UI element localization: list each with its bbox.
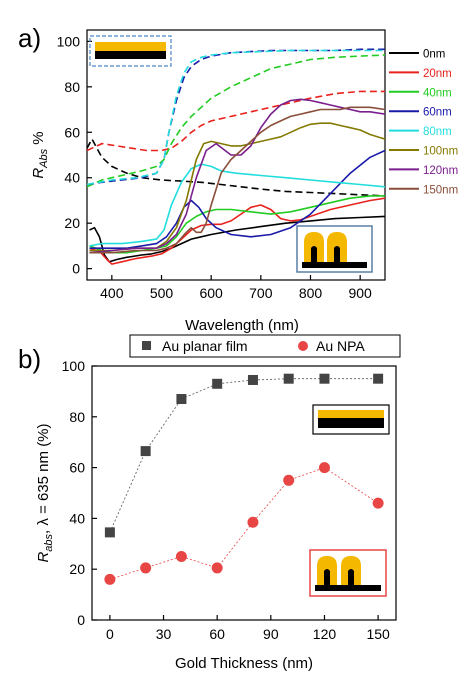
legend-label-60nm: 60nm — [423, 107, 452, 119]
y-tick-label: 60 — [64, 124, 80, 140]
panel-a-chart: 0 20 40 60 80 100 400 500 600 700 800 900 Wavelength… — [30, 29, 458, 334]
panel-b-chart: 0 20 40 60 80 100 0 30 60 90 120 150 Gold Thickness … — [35, 334, 401, 672]
series-connector-planar — [109, 378, 379, 533]
inset-npa-core-left — [311, 246, 317, 262]
plot-frame — [91, 365, 397, 621]
x-axis-title: Gold Thickness (nm) — [175, 655, 313, 672]
x-tick-label: 600 — [199, 285, 223, 301]
y-axis-title: RAbs % — [30, 131, 50, 178]
y-tick-label: 60 — [69, 460, 85, 476]
point-planar — [176, 394, 187, 405]
y-tick-label: 0 — [77, 612, 85, 628]
y-tick-label: 80 — [69, 409, 85, 425]
y-tick-label: 80 — [64, 79, 80, 95]
legend-marker-npa — [298, 341, 308, 351]
point-planar — [212, 378, 223, 389]
series-60nm-solid — [89, 149, 385, 249]
y-tick-label: 100 — [62, 358, 86, 374]
inset-npa-core-right — [334, 246, 340, 262]
point-planar — [247, 374, 258, 385]
legend-label-80nm: 80nm — [423, 126, 452, 138]
inset-npa-substrate — [315, 585, 381, 591]
inset-planar-gold-layer — [318, 410, 384, 418]
point-planar — [104, 527, 115, 538]
series-150nm-solid — [89, 106, 385, 254]
series-20nm-solid — [89, 197, 385, 265]
legend-label-100nm: 100nm — [423, 146, 458, 158]
x-tick-label: 800 — [299, 285, 323, 301]
point-planar — [283, 373, 294, 384]
legend-label-planar: Au planar film — [162, 338, 248, 354]
series-40nm-dash — [87, 54, 385, 188]
series-80nm-dash — [87, 49, 385, 186]
inset-npa-substrate — [302, 262, 367, 268]
series-20nm-dash — [87, 90, 385, 152]
y-axis-title: Rabs, λ = 635 nm (%) — [35, 423, 55, 562]
inset-npa-core-right — [348, 569, 354, 585]
point-planar — [140, 446, 151, 457]
y-tick-label: 20 — [64, 215, 80, 231]
x-tick-label: 90 — [263, 626, 279, 642]
series-60nm-dash — [87, 48, 385, 186]
x-axis-title: Wavelength (nm) — [185, 317, 299, 334]
x-tick-label: 60 — [209, 626, 225, 642]
point-npa — [372, 497, 384, 509]
series-100nm-solid — [89, 122, 385, 252]
panel-b-label: b) — [18, 344, 41, 374]
point-npa — [247, 516, 259, 528]
point-npa — [175, 551, 187, 562]
legend-label-40nm: 40nm — [423, 87, 452, 99]
y-tick-label: 100 — [57, 33, 81, 49]
x-tick-label: 30 — [156, 626, 172, 642]
point-npa — [318, 462, 330, 474]
point-npa — [104, 573, 116, 585]
y-tick-label: 20 — [69, 561, 85, 577]
plot-frame — [86, 29, 386, 281]
inset-planar-substrate — [95, 51, 166, 59]
point-npa — [140, 562, 152, 574]
y-tick-label: 0 — [72, 261, 80, 277]
legend-label-0nm: 0nm — [423, 49, 445, 61]
inset-planar-gold-layer — [95, 42, 166, 51]
point-planar — [319, 373, 330, 384]
x-tick-label: 500 — [150, 285, 174, 301]
point-npa — [211, 562, 223, 574]
inset-planar-substrate — [318, 418, 384, 428]
inset-npa-core-left — [324, 569, 330, 585]
legend-label-120nm: 120nm — [423, 165, 458, 177]
point-npa — [283, 474, 295, 486]
legend-label-npa: Au NPA — [316, 338, 365, 354]
y-tick-label: 40 — [69, 510, 85, 526]
legend-box — [129, 334, 401, 358]
legend-marker-planar — [142, 341, 151, 350]
x-tick-label: 900 — [348, 285, 372, 301]
series-connector-npa — [109, 467, 379, 580]
x-tick-label: 700 — [249, 285, 273, 301]
legend-label-20nm: 20nm — [423, 68, 452, 80]
x-tick-label: 400 — [100, 285, 124, 301]
series-lines — [87, 48, 385, 265]
panel-a-label: a) — [18, 23, 41, 53]
x-tick-label: 150 — [366, 626, 390, 642]
series-40nm-solid — [89, 195, 385, 254]
y-tick-label: 40 — [64, 170, 80, 186]
point-planar — [373, 373, 384, 384]
inset-planar-frame — [89, 35, 172, 67]
legend-label-150nm: 150nm — [423, 184, 458, 196]
x-tick-label: 120 — [313, 626, 337, 642]
x-tick-label: 0 — [106, 626, 114, 642]
